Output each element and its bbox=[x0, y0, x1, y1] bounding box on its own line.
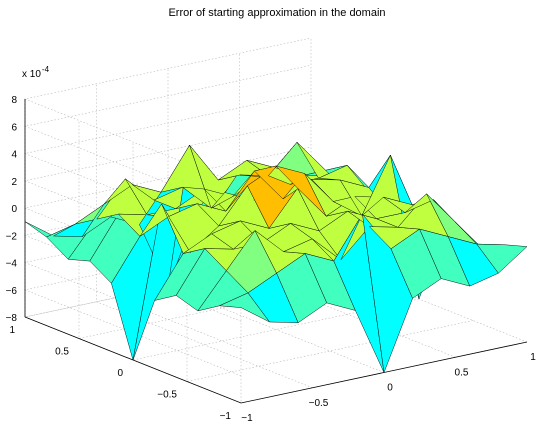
floor-axes bbox=[24, 316, 528, 404]
z-tick-label: −4 bbox=[6, 259, 18, 270]
y-tick-label: 0.5 bbox=[55, 347, 69, 358]
z-tick-label: 6 bbox=[11, 122, 17, 133]
x-tick-label: 0 bbox=[387, 383, 393, 394]
x-tick-label: −1 bbox=[241, 413, 253, 424]
z-multiplier-text: x 10 bbox=[22, 69, 41, 80]
y-tick-labels: −1 −0.5 0 0.5 1 bbox=[9, 325, 231, 422]
z-tick-label: 0 bbox=[11, 204, 17, 215]
y-tick-label: −0.5 bbox=[157, 390, 177, 401]
y-tick-label: 1 bbox=[9, 325, 15, 336]
y-tick-label: −1 bbox=[220, 411, 232, 422]
axis-layer bbox=[24, 99, 528, 404]
z-tick-label: 4 bbox=[11, 150, 17, 161]
z-exponent-text: -4 bbox=[42, 65, 50, 74]
chart-title: Error of starting approximation in the d… bbox=[168, 7, 385, 19]
z-tick-label: 2 bbox=[11, 177, 17, 188]
x-tick-label: −0.5 bbox=[309, 398, 329, 409]
x-tick-label: 0.5 bbox=[455, 367, 469, 378]
grid-line-y bbox=[78, 120, 366, 339]
z-multiplier-label: x 10-4 bbox=[22, 65, 50, 80]
z-tick-label: −2 bbox=[6, 231, 18, 242]
z-tick-labels: −8 −6 −4 −2 0 2 4 6 8 bbox=[6, 95, 18, 324]
x-tick-labels: −1 −0.5 0 0.5 1 bbox=[241, 352, 536, 424]
z-tick-label: −8 bbox=[6, 313, 18, 324]
y-tick-label: 0 bbox=[117, 368, 123, 379]
z-tick-label: 8 bbox=[11, 95, 17, 106]
surface-layer bbox=[24, 142, 528, 373]
x-tick-label: 1 bbox=[530, 352, 536, 363]
surface-face bbox=[476, 243, 528, 274]
z-tick-label: −6 bbox=[6, 286, 18, 297]
